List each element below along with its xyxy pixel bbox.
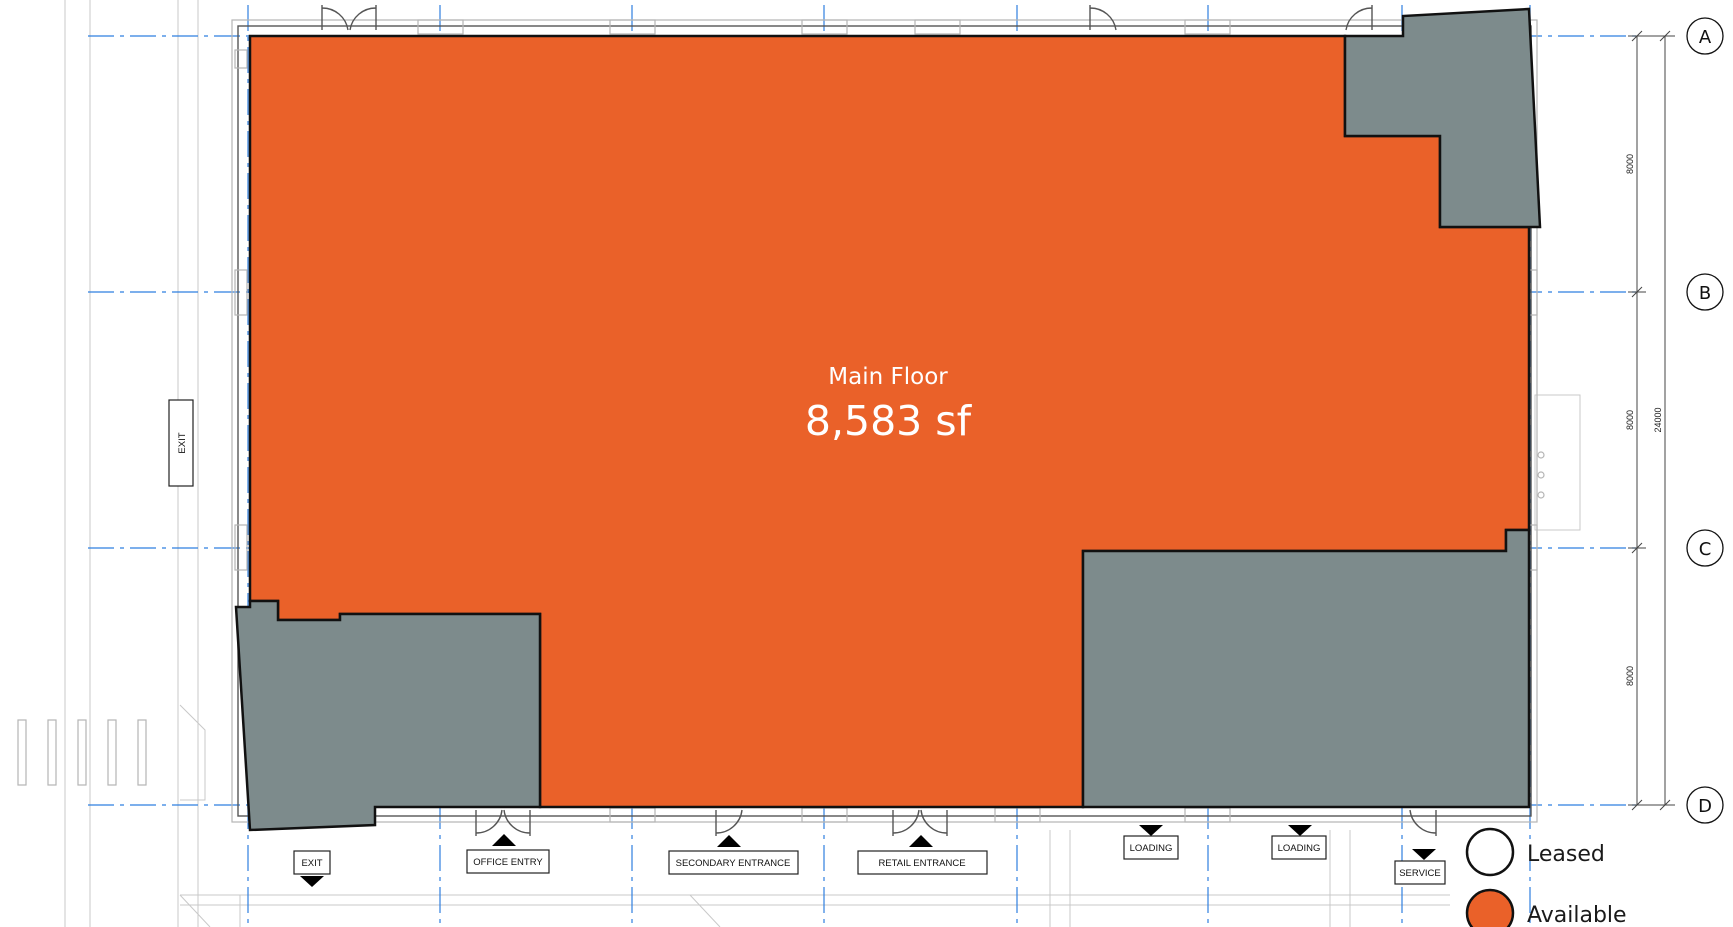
legend-available-label: Available	[1527, 903, 1627, 927]
exit-sign-bottom: EXIT	[293, 850, 331, 887]
secondary-entrance-sign: SECONDARY ENTRANCE	[668, 835, 799, 875]
leased-area-top-right[interactable]	[1343, 7, 1542, 229]
legend-leased-swatch	[1465, 827, 1515, 877]
service-sign: SERVICE	[1394, 849, 1446, 885]
office-entry-label: OFFICE ENTRY	[473, 857, 543, 868]
loading-2-arrow-icon	[1288, 825, 1312, 836]
secondary-entrance-arrow-icon	[717, 835, 741, 847]
grid-label-b: B	[1699, 283, 1711, 304]
grid-bubble-d: D	[1686, 786, 1724, 824]
retail-entrance-sign: RETAIL ENTRANCE	[857, 835, 988, 875]
grid-bubble-c: C	[1686, 529, 1724, 567]
exit-sign-bottom-label: EXIT	[301, 858, 322, 869]
loading-1-label: LOADING	[1130, 843, 1173, 854]
legend-available-swatch	[1465, 888, 1515, 927]
service-label: SERVICE	[1399, 868, 1441, 879]
exit-sign-side-label: EXIT	[177, 432, 188, 453]
area-size-label: 8,583 sf	[805, 397, 973, 445]
grid-label-c: C	[1699, 539, 1712, 560]
dimension-overall: 24000	[1653, 407, 1663, 432]
exit-arrow-icon	[300, 876, 324, 887]
dimension-lines: 8000 8000 8000 24000	[1625, 30, 1675, 811]
leased-area-bottom-left[interactable]	[234, 599, 542, 832]
loading-1-arrow-icon	[1139, 825, 1163, 836]
building-walls	[231, 5, 1545, 836]
loading-sign-1: LOADING	[1123, 825, 1179, 860]
office-entry-sign: OFFICE ENTRY	[466, 834, 550, 874]
dimension-bay-3: 8000	[1625, 666, 1635, 686]
grid-label-a: A	[1699, 27, 1712, 48]
dimension-bay-2: 8000	[1625, 410, 1635, 430]
secondary-entrance-label: SECONDARY ENTRANCE	[676, 858, 791, 869]
legend: Leased Available	[1465, 827, 1627, 927]
retail-entrance-label: RETAIL ENTRANCE	[878, 858, 965, 869]
service-arrow-icon	[1412, 849, 1436, 860]
loading-2-label: LOADING	[1278, 843, 1321, 854]
dimension-bay-1: 8000	[1625, 154, 1635, 174]
grid-bubble-a: A	[1686, 17, 1724, 55]
grid-label-d: D	[1698, 796, 1712, 817]
retail-entrance-arrow-icon	[909, 835, 933, 847]
loading-sign-2: LOADING	[1271, 825, 1327, 860]
area-name-label: Main Floor	[828, 364, 948, 390]
grid-bubble-b: B	[1686, 273, 1724, 311]
exit-sign-side: EXIT	[168, 399, 194, 487]
legend-leased-label: Leased	[1527, 842, 1605, 867]
office-entry-arrow-icon	[492, 834, 516, 846]
leased-area-bottom-right[interactable]	[1081, 528, 1531, 809]
